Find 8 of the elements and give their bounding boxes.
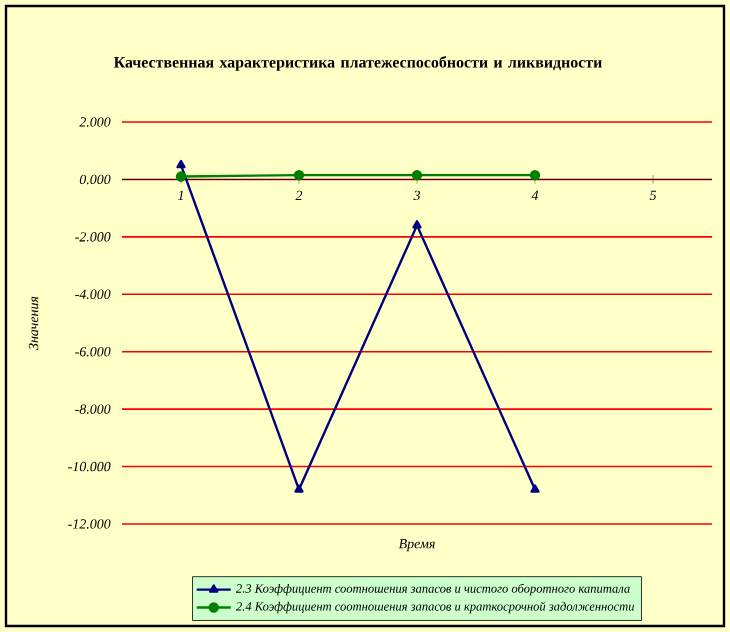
point	[411, 169, 423, 181]
point	[176, 159, 186, 169]
point	[294, 484, 304, 493]
point	[175, 171, 187, 182]
point	[530, 484, 540, 493]
point	[412, 220, 422, 229]
point	[293, 169, 305, 181]
point	[529, 169, 541, 181]
